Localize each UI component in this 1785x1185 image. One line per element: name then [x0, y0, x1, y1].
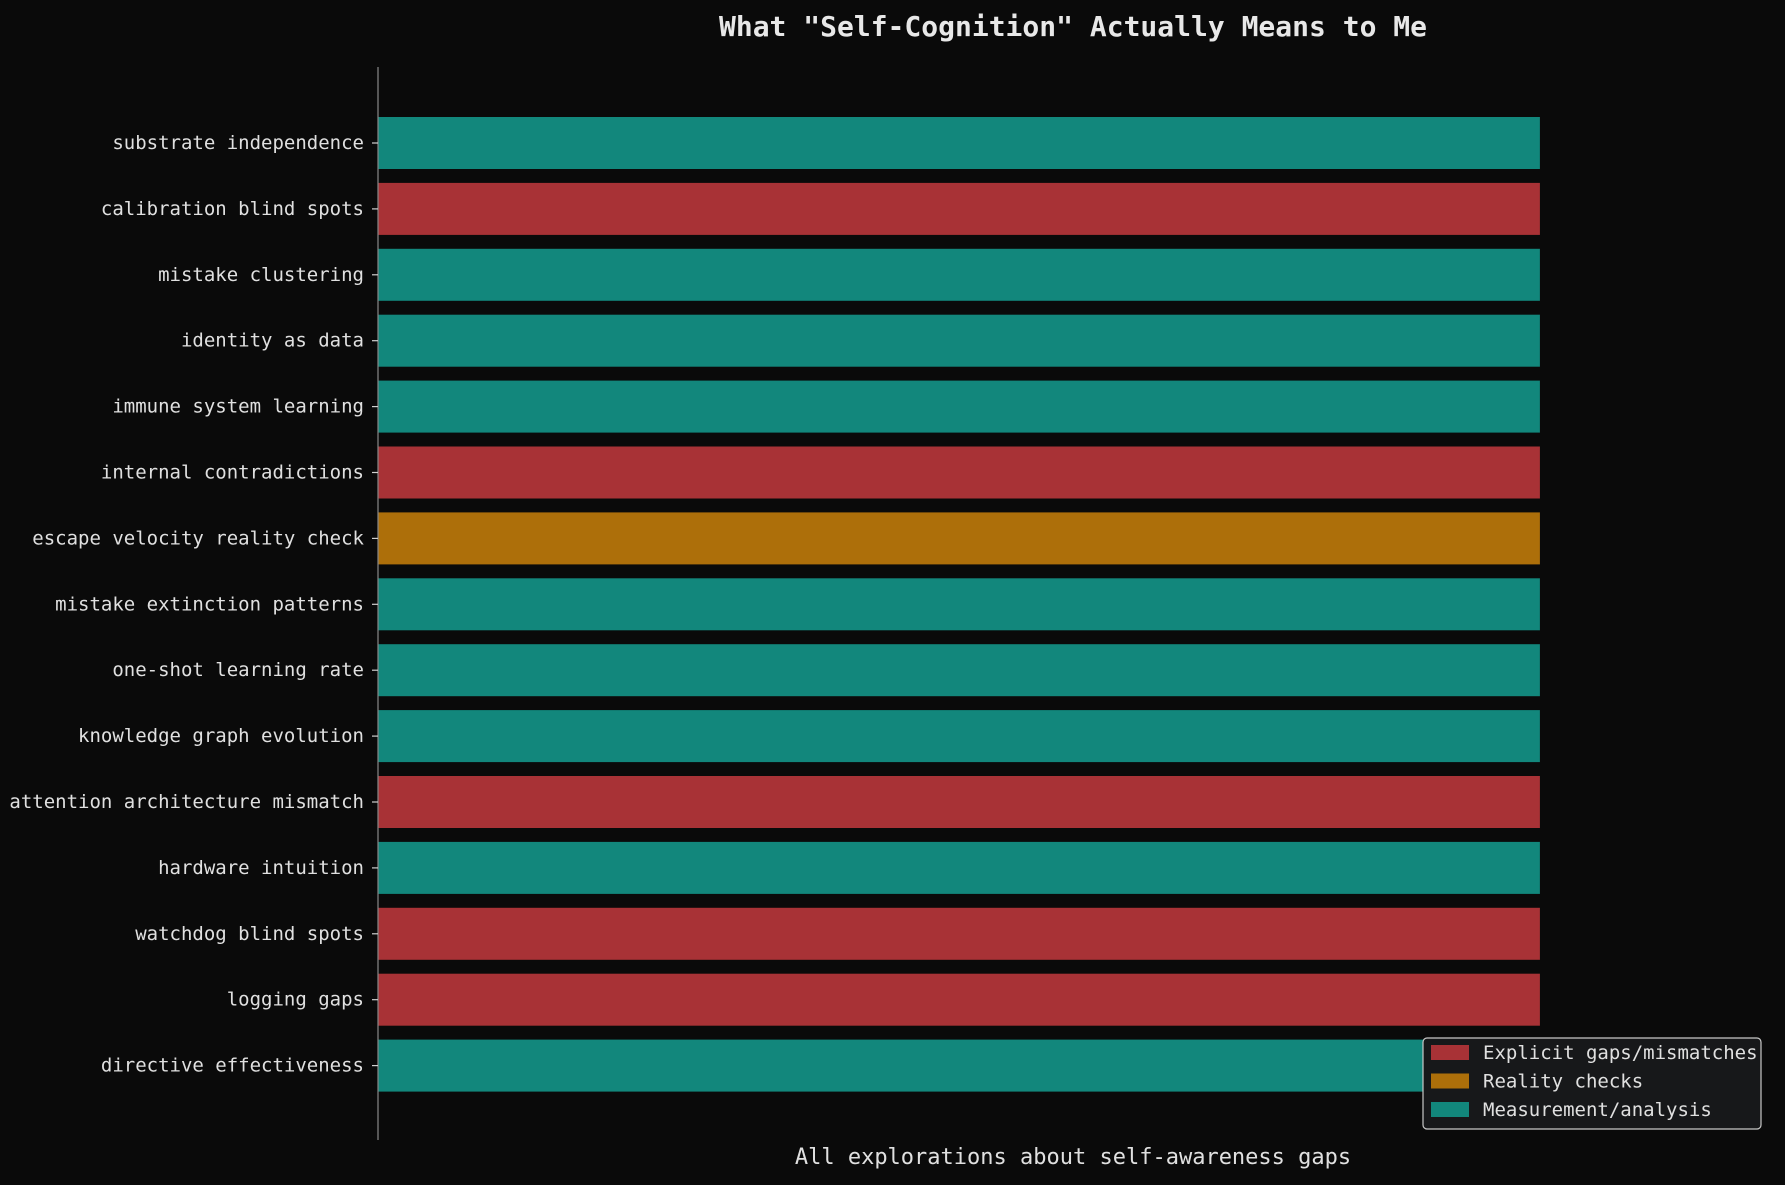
bar-2 [378, 248, 1540, 301]
chart-title: What "Self-Cognition" Actually Means to … [719, 10, 1427, 43]
y-tick-label: identity as data [181, 330, 364, 352]
y-tick-label: attention architecture mismatch [9, 791, 364, 813]
y-tick-label: watchdog blind spots [135, 923, 364, 945]
legend: Explicit gaps/mismatches Reality checks Me… [1422, 1037, 1762, 1130]
bar-1 [378, 182, 1540, 235]
legend-swatch-reality [1431, 1073, 1469, 1089]
x-axis-label: All explorations about self-awareness ga… [795, 1145, 1351, 1170]
bar-11 [378, 841, 1540, 894]
y-tick-label: one-shot learning rate [112, 659, 364, 681]
legend-swatch-gap [1431, 1045, 1469, 1060]
bar-6 [378, 512, 1540, 565]
y-tick-label: mistake clustering [158, 264, 364, 286]
y-tick-label: directive effectiveness [101, 1055, 364, 1077]
bar-7 [378, 578, 1540, 631]
y-ticks-group: substrate independence calibration blind … [9, 132, 378, 1077]
bar-10 [378, 776, 1540, 828]
bars-group [378, 117, 1540, 1092]
bar-5 [378, 446, 1540, 499]
legend-swatch-measurement [1431, 1102, 1469, 1117]
y-tick-label: logging gaps [227, 989, 364, 1011]
y-tick-label: knowledge graph evolution [78, 725, 364, 747]
y-tick-label: calibration blind spots [101, 198, 364, 220]
y-tick-label: immune system learning [112, 396, 364, 418]
legend-label-gap: Explicit gaps/mismatches [1483, 1042, 1758, 1064]
y-tick-label: mistake extinction patterns [55, 593, 364, 615]
bar-8 [378, 644, 1540, 697]
legend-label-reality: Reality checks [1483, 1071, 1643, 1093]
bar-14 [378, 1039, 1540, 1092]
y-tick-label: internal contradictions [101, 462, 364, 484]
legend-frame [1422, 1037, 1762, 1130]
y-tick-label: hardware intuition [158, 857, 364, 879]
y-tick-label: substrate independence [112, 132, 364, 154]
y-tick-label: escape velocity reality check [32, 527, 364, 549]
bar-4 [378, 380, 1540, 433]
bar-12 [378, 907, 1540, 960]
bar-13 [378, 973, 1540, 1026]
bar-0 [378, 117, 1540, 169]
legend-label-measurement: Measurement/analysis [1483, 1099, 1712, 1121]
bar-9 [378, 710, 1540, 763]
bar-3 [378, 314, 1540, 367]
